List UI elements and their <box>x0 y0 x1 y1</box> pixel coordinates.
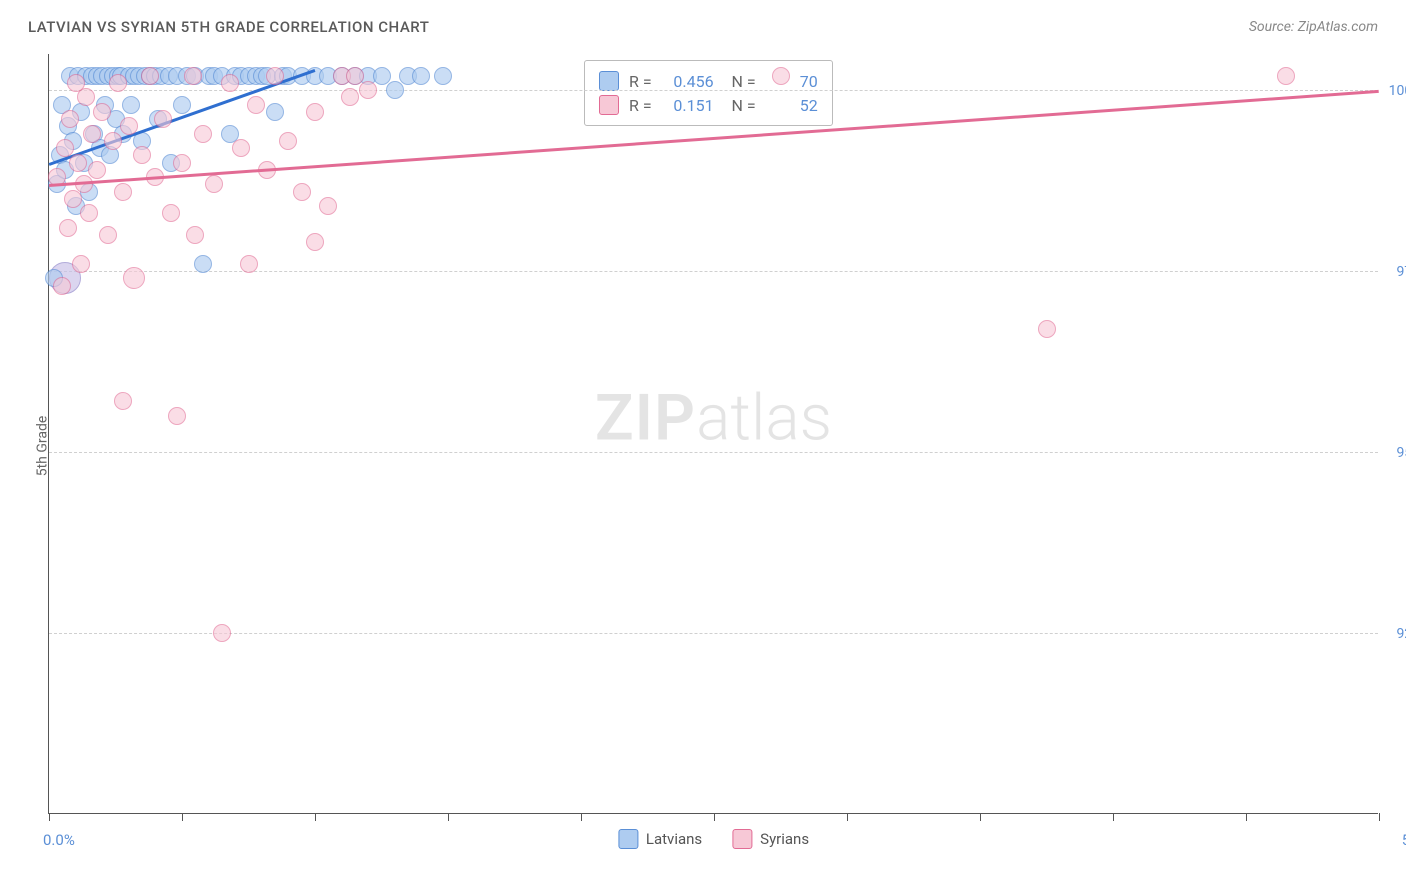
data-point <box>56 139 74 157</box>
y-tick-label: 97.5% <box>1396 264 1406 280</box>
data-point <box>194 255 212 273</box>
x-axis-min-label: 0.0% <box>43 831 75 849</box>
x-tick <box>49 813 50 821</box>
data-point <box>123 267 145 289</box>
data-point <box>88 161 106 179</box>
data-point <box>359 81 377 99</box>
legend-label: Syrians <box>760 830 809 848</box>
legend-swatch <box>599 71 619 91</box>
data-point <box>232 139 250 157</box>
data-point <box>104 132 122 150</box>
data-point <box>240 255 258 273</box>
data-point <box>279 132 297 150</box>
data-point <box>194 125 212 143</box>
data-point <box>434 67 452 85</box>
gridline: 92.5% <box>49 633 1378 634</box>
data-point <box>114 183 132 201</box>
data-point <box>213 624 231 642</box>
data-point <box>133 146 151 164</box>
data-point <box>373 67 391 85</box>
data-point <box>346 67 364 85</box>
data-point <box>154 110 172 128</box>
data-point <box>99 226 117 244</box>
x-tick <box>182 813 183 821</box>
chart-source: Source: ZipAtlas.com <box>1249 19 1378 35</box>
data-point <box>184 67 202 85</box>
x-tick <box>581 813 582 821</box>
data-point <box>162 204 180 222</box>
stat-n-label: N = <box>724 72 756 91</box>
data-point <box>168 407 186 425</box>
data-point <box>247 96 265 114</box>
watermark: ZIPatlas <box>595 381 832 456</box>
data-point <box>266 103 284 121</box>
data-point <box>80 204 98 222</box>
data-point <box>293 183 311 201</box>
gridline: 100.0% <box>49 90 1378 91</box>
y-tick-label: 100.0% <box>1389 83 1406 99</box>
data-point <box>306 233 324 251</box>
data-point <box>186 226 204 244</box>
x-tick <box>1379 813 1380 821</box>
x-tick <box>315 813 316 821</box>
legend-swatch <box>732 829 752 849</box>
stat-r-label: R = <box>629 96 652 115</box>
data-point <box>109 74 127 92</box>
data-point <box>83 125 101 143</box>
correlation-legend: R = 0.456 N = 70 R = 0.151 N = 52 <box>584 60 833 126</box>
data-point <box>114 392 132 410</box>
legend-label: Latvians <box>646 830 702 848</box>
x-tick <box>847 813 848 821</box>
data-point <box>386 81 404 99</box>
data-point <box>1038 320 1056 338</box>
data-point <box>221 74 239 92</box>
chart-plot-area: ZIPatlas R = 0.456 N = 70 R = 0.151 N = … <box>48 54 1378 814</box>
legend-swatch <box>618 829 638 849</box>
data-point <box>69 154 87 172</box>
y-tick-label: 95.0% <box>1396 445 1406 461</box>
stat-r-value: 0.456 <box>662 72 714 91</box>
x-tick <box>714 813 715 821</box>
data-point <box>141 67 159 85</box>
x-tick <box>980 813 981 821</box>
data-point <box>59 219 77 237</box>
stat-r-value: 0.151 <box>662 96 714 115</box>
data-point <box>61 110 79 128</box>
data-point <box>319 197 337 215</box>
legend-stats-row: R = 0.151 N = 52 <box>599 93 818 117</box>
data-point <box>122 96 140 114</box>
x-tick <box>1113 813 1114 821</box>
stat-r-label: R = <box>629 72 652 91</box>
x-axis-max-label: 50.0% <box>1402 831 1406 849</box>
data-point <box>1277 67 1295 85</box>
data-point <box>53 277 71 295</box>
data-point <box>772 67 790 85</box>
data-point <box>306 103 324 121</box>
data-point <box>173 96 191 114</box>
data-point <box>120 117 138 135</box>
legend-item: Latvians <box>618 829 702 849</box>
y-tick-label: 92.5% <box>1396 626 1406 642</box>
x-tick <box>448 813 449 821</box>
stat-n-label: N = <box>724 96 756 115</box>
data-point <box>72 255 90 273</box>
x-tick <box>1246 813 1247 821</box>
data-point <box>93 103 111 121</box>
data-point <box>341 88 359 106</box>
stat-n-value: 52 <box>766 96 818 115</box>
legend-item: Syrians <box>732 829 809 849</box>
series-legend: Latvians Syrians <box>618 829 809 849</box>
gridline: 95.0% <box>49 452 1378 453</box>
data-point <box>77 88 95 106</box>
data-point <box>205 175 223 193</box>
legend-swatch <box>599 95 619 115</box>
chart-title: LATVIAN VS SYRIAN 5TH GRADE CORRELATION … <box>28 18 429 36</box>
data-point <box>266 67 284 85</box>
data-point <box>412 67 430 85</box>
chart-header: LATVIAN VS SYRIAN 5TH GRADE CORRELATION … <box>0 0 1406 44</box>
data-point <box>173 154 191 172</box>
